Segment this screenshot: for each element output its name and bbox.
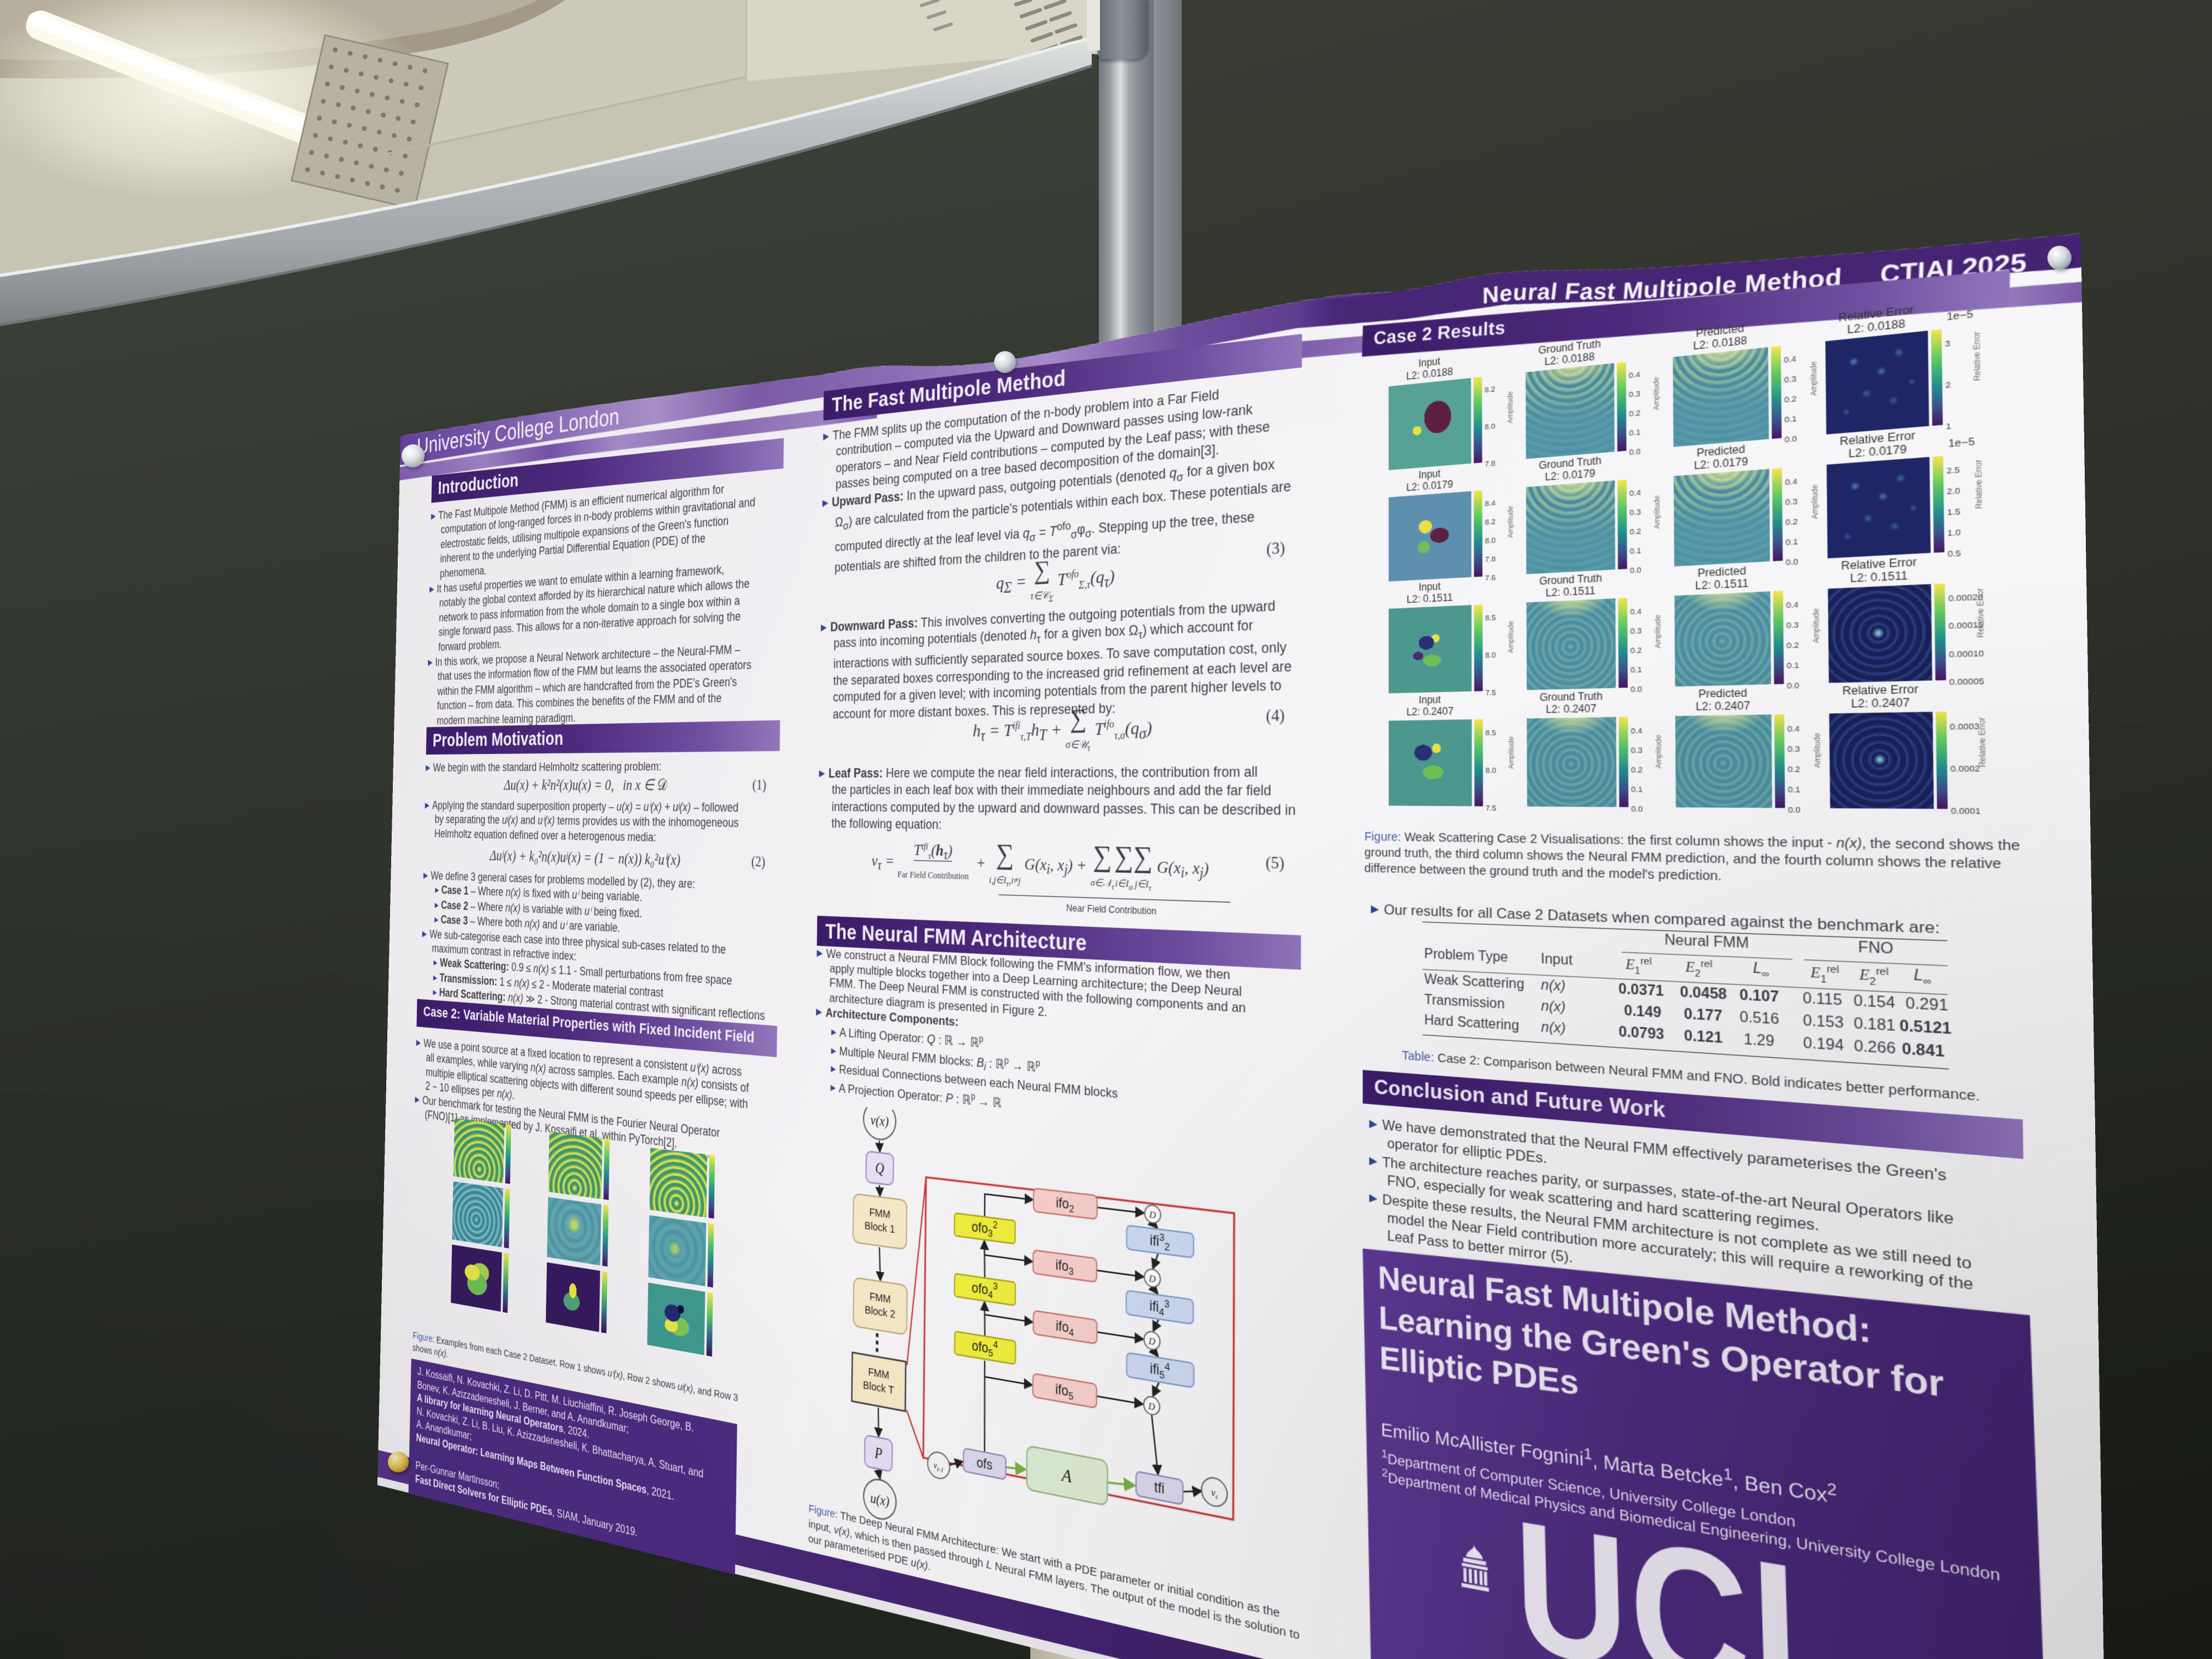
svg-text:D: D: [1148, 1208, 1156, 1221]
svg-text:A: A: [1060, 1463, 1072, 1487]
svg-text:⋮: ⋮: [868, 1328, 887, 1356]
svg-text:FMM: FMM: [870, 1289, 891, 1305]
svg-text:tfi: tfi: [1154, 1479, 1165, 1497]
svg-text:FMM: FMM: [869, 1205, 890, 1221]
svg-text:u(x): u(x): [870, 1489, 889, 1510]
svg-text:Q: Q: [875, 1160, 884, 1178]
svg-text:D: D: [1148, 1272, 1156, 1285]
svg-text:P: P: [874, 1444, 882, 1463]
svg-text:v(x): v(x): [871, 1112, 889, 1130]
svg-text:ofs: ofs: [977, 1454, 992, 1473]
svg-text:D: D: [1148, 1334, 1155, 1347]
svg-text:D: D: [1148, 1400, 1155, 1413]
